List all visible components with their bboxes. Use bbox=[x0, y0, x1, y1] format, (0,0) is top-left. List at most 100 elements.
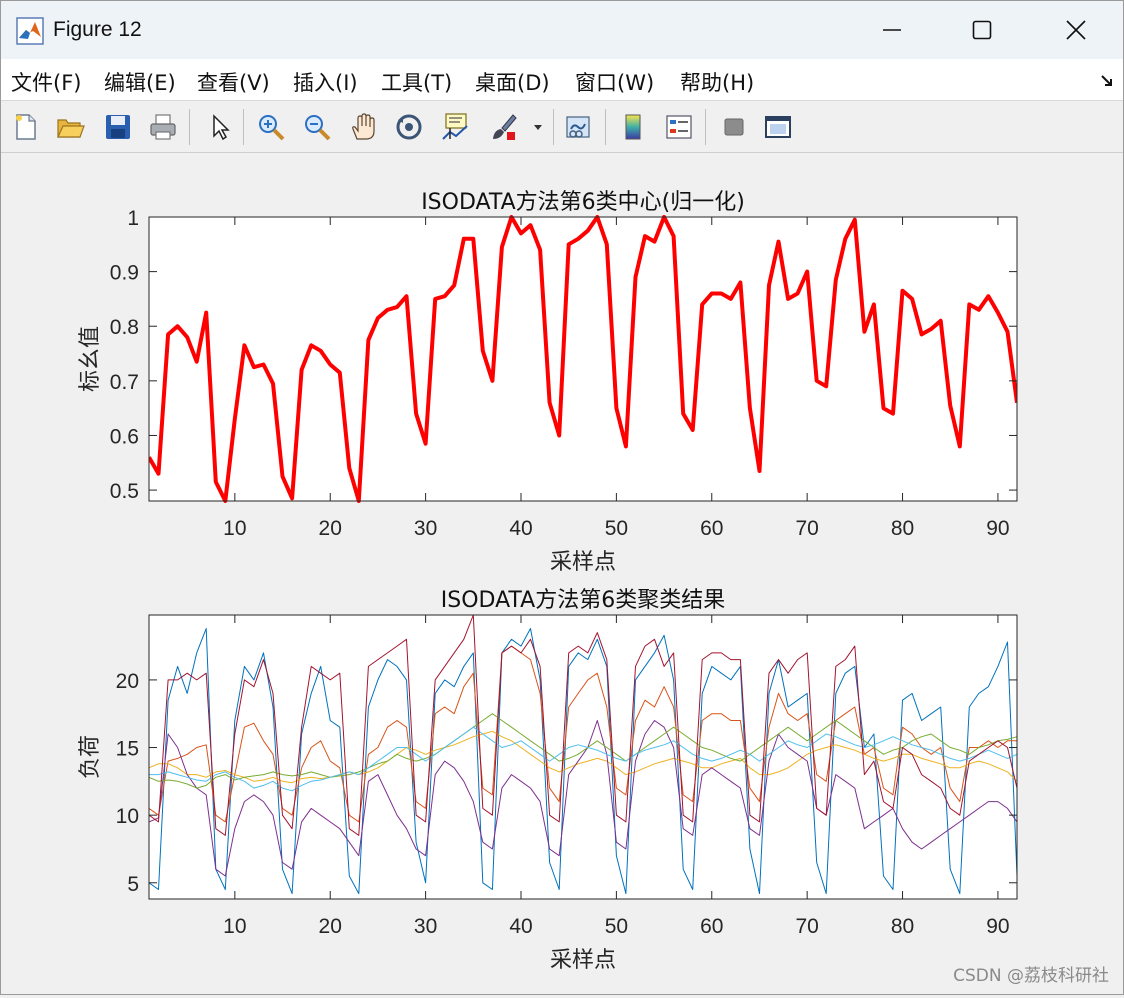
menu-view[interactable]: 查看(V) bbox=[197, 71, 270, 95]
chart2-x-tick-label: 40 bbox=[509, 915, 532, 938]
rotate-3d-button[interactable] bbox=[392, 110, 426, 144]
hide-plot-tools-icon bbox=[724, 118, 744, 136]
chart1-x-tick-label: 80 bbox=[891, 517, 914, 540]
zoom-out-icon bbox=[305, 115, 331, 141]
data-cursor-button[interactable] bbox=[438, 110, 472, 144]
link-plot-icon bbox=[566, 116, 590, 138]
brush-dropdown[interactable] bbox=[528, 110, 548, 144]
title-bar: Figure 12 bbox=[1, 1, 1123, 59]
chart2-y-tick-label: 5 bbox=[127, 873, 139, 896]
brush-button[interactable] bbox=[486, 110, 520, 144]
chart2-y-tick-label: 10 bbox=[116, 805, 139, 828]
chart1-y-tick-label: 0.8 bbox=[110, 316, 139, 339]
zoom-in-button[interactable] bbox=[254, 110, 288, 144]
hide-plot-tools-button[interactable] bbox=[717, 110, 751, 144]
chart2-series-line-5 bbox=[149, 713, 1017, 789]
insert-legend-button[interactable] bbox=[662, 110, 696, 144]
brush-icon bbox=[493, 114, 517, 140]
print-icon bbox=[150, 114, 176, 140]
chart1-x-tick-label: 50 bbox=[605, 517, 628, 540]
close-button[interactable] bbox=[1031, 1, 1121, 59]
chart1-x-tick-label: 10 bbox=[223, 517, 246, 540]
chart2-x-tick-label: 50 bbox=[605, 915, 628, 938]
chart2-x-tick-label: 70 bbox=[795, 915, 818, 938]
chart2-plot-area bbox=[149, 615, 1017, 899]
chart1-x-tick-label: 20 bbox=[319, 517, 342, 540]
insert-colorbar-button[interactable] bbox=[616, 110, 650, 144]
show-plot-tools-button[interactable] bbox=[761, 110, 795, 144]
menu-tools[interactable]: 工具(T) bbox=[381, 71, 453, 95]
chart1-title: ISODATA方法第6类中心(归一化) bbox=[421, 190, 745, 215]
dock-arrow-icon[interactable] bbox=[1099, 73, 1115, 89]
menu-file[interactable]: 文件(F) bbox=[11, 71, 82, 95]
chart2-x-axis-label: 采样点 bbox=[550, 948, 616, 973]
minimize-icon bbox=[883, 29, 901, 31]
pan-button[interactable] bbox=[346, 110, 380, 144]
colorbar-icon bbox=[625, 114, 641, 140]
chart1-x-tick-label: 70 bbox=[795, 517, 818, 540]
chevron-down-icon bbox=[534, 125, 542, 130]
chart1-y-axis-label: 标幺值 bbox=[78, 326, 103, 392]
chart1-axes: 10 20 30 40 50 60 70 80 90 0.5 0.6 0.7 0.8 0.9 1 ISODAT… bbox=[78, 190, 1018, 575]
figure-canvas: 10 20 30 40 50 60 70 80 90 0.5 0.6 0.7 0.8 0.9 1 ISODAT… bbox=[1, 154, 1123, 994]
chart2-axes: 10 20 30 40 50 60 70 80 90 5 10 15 20 ISODATA方法第6类聚类结… bbox=[78, 588, 1018, 973]
chart2-series-line-1 bbox=[149, 628, 1017, 895]
chart2-axes-box bbox=[148, 614, 1018, 900]
chart1-x-tick-label: 90 bbox=[986, 517, 1009, 540]
rotate-3d-icon bbox=[396, 114, 422, 140]
chart1-axes-box bbox=[148, 216, 1018, 502]
toolbar-separator bbox=[605, 109, 606, 145]
menu-window[interactable]: 窗口(W) bbox=[575, 71, 655, 95]
link-plot-button[interactable] bbox=[561, 110, 595, 144]
chart2-series-line-6 bbox=[149, 726, 1017, 792]
chart1-x-tick-label: 30 bbox=[414, 517, 437, 540]
menu-insert[interactable]: 插入(I) bbox=[293, 71, 358, 95]
menu-bar: 文件(F) 编辑(E) 查看(V) 插入(I) 工具(T) 桌面(D) 窗口(W… bbox=[1, 59, 1123, 101]
chart2-x-tick-label: 20 bbox=[319, 915, 342, 938]
chart1-y-tick-label: 0.7 bbox=[110, 371, 139, 394]
close-icon bbox=[1066, 20, 1086, 40]
maximize-button[interactable] bbox=[937, 1, 1027, 59]
chart1-x-axis-label: 采样点 bbox=[550, 550, 616, 575]
toolbar-separator bbox=[705, 109, 706, 145]
save-icon bbox=[106, 115, 130, 139]
new-file-icon bbox=[16, 114, 36, 140]
chart2-series-line-3 bbox=[149, 730, 1017, 784]
edit-plot-button[interactable] bbox=[203, 110, 237, 144]
menu-desktop[interactable]: 桌面(D) bbox=[475, 71, 550, 95]
zoom-in-icon bbox=[259, 115, 285, 141]
pan-hand-icon bbox=[352, 113, 375, 140]
chart2-series-line-4 bbox=[149, 720, 1017, 877]
new-figure-button[interactable] bbox=[9, 110, 43, 144]
chart2-y-axis-label: 负荷 bbox=[78, 735, 103, 779]
chart1-y-tick-label: 1 bbox=[127, 207, 139, 230]
chart2-title: ISODATA方法第6类聚类结果 bbox=[441, 588, 725, 613]
minimize-button[interactable] bbox=[847, 1, 937, 59]
chart1-x-tick-label: 40 bbox=[509, 517, 532, 540]
window-title: Figure 12 bbox=[53, 18, 142, 41]
print-button[interactable] bbox=[146, 110, 180, 144]
chart1-y-tick-label: 0.5 bbox=[110, 480, 139, 503]
menu-help[interactable]: 帮助(H) bbox=[680, 71, 755, 95]
show-plot-tools-icon bbox=[765, 116, 791, 138]
legend-icon bbox=[666, 115, 692, 139]
toolbar-separator bbox=[189, 109, 190, 145]
matlab-logo-icon bbox=[16, 17, 44, 45]
open-folder-icon bbox=[57, 119, 85, 138]
save-button[interactable] bbox=[101, 110, 135, 144]
chart1-y-tick-label: 0.6 bbox=[110, 425, 139, 448]
chart1-series-group bbox=[149, 215, 1017, 503]
chart1-y-tick-label: 0.9 bbox=[110, 262, 139, 285]
chart2-y-tick-label: 15 bbox=[116, 738, 139, 761]
chart1-x-tick-label: 60 bbox=[700, 517, 723, 540]
open-file-button[interactable] bbox=[53, 110, 87, 144]
zoom-out-button[interactable] bbox=[300, 110, 334, 144]
chart2-x-tick-label: 60 bbox=[700, 915, 723, 938]
chart2-series-group bbox=[149, 614, 1017, 895]
maximize-icon bbox=[972, 20, 992, 40]
toolbar-separator bbox=[243, 109, 244, 145]
menu-edit[interactable]: 编辑(E) bbox=[104, 71, 176, 95]
figure-toolbar bbox=[1, 101, 1123, 153]
chart2-x-tick-label: 10 bbox=[223, 915, 246, 938]
